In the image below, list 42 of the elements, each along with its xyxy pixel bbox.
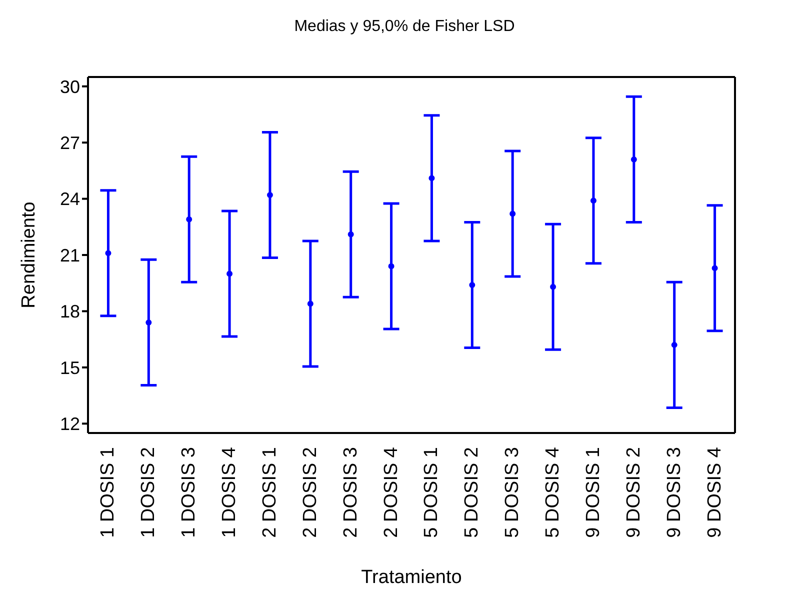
- point: [146, 319, 152, 326]
- x-tick-label: 2 DOSIS 3: [340, 447, 362, 538]
- point: [469, 282, 476, 288]
- x-tick-label: 5 DOSIS 4: [542, 446, 564, 538]
- y-tick-label: 15: [60, 358, 80, 378]
- x-tick-label: 2 DOSIS 2: [300, 447, 321, 538]
- point: [550, 284, 556, 290]
- point: [671, 342, 678, 348]
- chart-title: Medias y 95,0% de Fisher LSD: [293, 18, 516, 36]
- x-tick-label: 9 DOSIS 4: [704, 446, 726, 538]
- point: [307, 300, 314, 307]
- point: [712, 265, 718, 272]
- point: [186, 216, 192, 222]
- x-tick-label: 1 DOSIS 2: [138, 447, 160, 538]
- point: [510, 210, 516, 217]
- y-tick-label: 18: [60, 302, 80, 322]
- point: [105, 250, 112, 256]
- x-tick-label: 9 DOSIS 3: [664, 447, 685, 538]
- y-axis-title: Rendimiento: [18, 202, 40, 308]
- point: [226, 270, 233, 277]
- x-tick-label: 1 DOSIS 1: [98, 447, 119, 538]
- point: [266, 192, 273, 198]
- x-tick-label: 2 DOSIS 4: [380, 446, 402, 538]
- point: [348, 231, 354, 238]
- y-tick-label: 24: [60, 189, 80, 210]
- point: [428, 175, 435, 182]
- point: [630, 156, 637, 162]
- x-tick-label: 5 DOSIS 3: [502, 447, 524, 538]
- x-tick-label: 9 DOSIS 2: [623, 447, 644, 538]
- point: [388, 263, 394, 270]
- point: [590, 198, 596, 204]
- y-tick-label: 27: [60, 132, 80, 153]
- x-tick-label: 5 DOSIS 2: [462, 447, 483, 538]
- x-tick-label: 9 DOSIS 1: [582, 447, 604, 538]
- x-tick-label: 1 DOSIS 3: [178, 447, 200, 538]
- x-axis-title: Tratamiento: [361, 567, 462, 588]
- x-tick-label: 5 DOSIS 1: [421, 447, 442, 538]
- y-tick-label: 30: [60, 76, 80, 97]
- y-tick-label: 21: [60, 245, 80, 266]
- y-tick-label: 12: [60, 414, 80, 434]
- x-tick-label: 2 DOSIS 1: [259, 447, 280, 538]
- x-tick-label: 1 DOSIS 4: [219, 446, 240, 538]
